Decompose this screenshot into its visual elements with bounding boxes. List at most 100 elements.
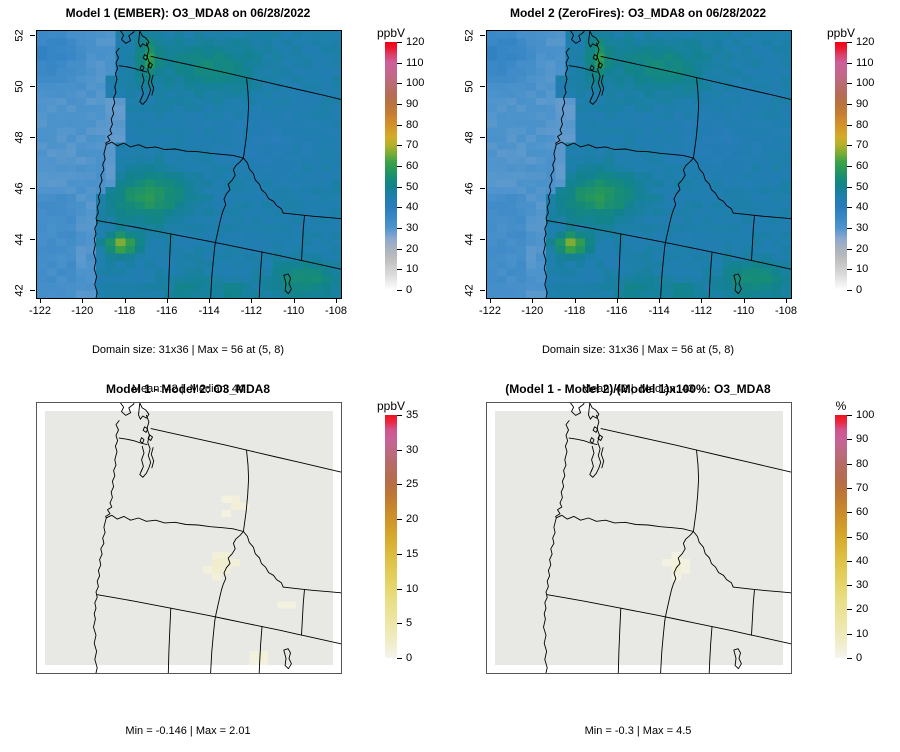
colorbar-tick <box>847 487 852 489</box>
x-axis-tick <box>743 298 745 303</box>
colorbar-tick-label: 50 <box>406 180 419 193</box>
y-axis-tick <box>30 290 35 291</box>
border-id-mt-border <box>692 157 734 214</box>
y-axis-tick <box>480 86 485 87</box>
border-wa-id-border <box>692 77 700 159</box>
colorbar-tick-label: 90 <box>406 98 419 110</box>
colorbar-tick-label: 120 <box>856 36 875 48</box>
map-plot-percent-difference <box>486 402 792 674</box>
y-axis-tick-label: 48 <box>13 131 26 144</box>
x-axis-tick <box>336 298 337 303</box>
x-axis-tick <box>574 298 576 303</box>
map-plot-difference <box>36 402 342 674</box>
colorbar-tick-label: 100 <box>406 77 425 90</box>
raster-layer <box>487 31 791 298</box>
colorbar-unit-label: % <box>835 399 847 413</box>
colorbar-tick-label: 70 <box>856 481 869 494</box>
colorbar-tick-label: 15 <box>406 547 419 560</box>
colorbar-unit-label: ppbV <box>376 399 406 413</box>
colorbar-tick <box>847 124 852 126</box>
colorbar-tick <box>847 62 852 64</box>
colorbar-tick-label: 110 <box>406 56 424 69</box>
panel-title: Model 2 (ZeroFires): O3_MDA8 on 06/28/20… <box>509 6 767 20</box>
border-puget-sound-2 <box>150 447 155 469</box>
border-or-id-border <box>664 531 694 622</box>
y-axis-tick <box>30 137 35 138</box>
colorbar-tick <box>397 519 402 521</box>
colorbar-tick-label: 60 <box>856 506 869 519</box>
colorbar-tick-label: 80 <box>856 118 869 131</box>
colorbar-tick <box>847 145 852 147</box>
colorbar-tick-label: 40 <box>856 201 869 214</box>
colorbar-tick <box>397 269 402 271</box>
colorbar-tick-label: 90 <box>856 98 869 110</box>
border-parallel-42 <box>96 594 341 645</box>
colorbar-tick <box>397 623 402 625</box>
border-hood-canal <box>140 445 145 473</box>
border-border-below-42-center <box>210 245 216 298</box>
border-vancouver-tip-1 <box>120 31 135 44</box>
colorbar-gradient <box>835 415 847 658</box>
colorbar-tick-label: 10 <box>406 582 419 595</box>
border-vancouver-tip-2 <box>588 403 600 420</box>
stats-min-max: Min = -0.3 | Max = 4.5 <box>584 725 692 737</box>
border-mt-wy-border <box>732 586 791 594</box>
colorbar-tick <box>847 207 852 209</box>
raster-layer <box>45 411 333 666</box>
colorbar-tick-label: 0 <box>406 284 413 296</box>
colorbar-tick <box>397 166 402 167</box>
colorbar-tick <box>847 439 852 441</box>
border-parallel-42 <box>546 594 791 645</box>
x-axis-tick <box>616 298 618 303</box>
border-border-below-42-center <box>210 620 216 673</box>
y-axis-tick-label: 52 <box>463 29 476 42</box>
border-island-3 <box>139 64 145 72</box>
x-axis-tick <box>786 298 787 303</box>
border-nv-ut-border <box>617 233 622 298</box>
colorbar-tick <box>397 186 402 188</box>
border-id-wy-border <box>301 589 305 636</box>
x-axis-tick <box>490 298 491 303</box>
border-id-mt-border <box>242 157 284 214</box>
colorbar-tick-label: 20 <box>406 513 419 526</box>
x-axis-tick-label: -108 <box>324 305 348 317</box>
y-axis-tick <box>30 86 35 87</box>
border-nv-ut-border <box>167 607 172 673</box>
state-borders-layer <box>93 403 341 673</box>
border-or-id-border <box>664 157 694 247</box>
x-axis-tick-label: -120 <box>71 305 94 317</box>
border-coast-main <box>543 420 570 673</box>
border-coast-main <box>93 420 120 673</box>
border-wa-or-border <box>555 141 694 159</box>
border-vancouver-tip-1 <box>120 403 135 416</box>
border-island-2 <box>147 62 153 69</box>
border-wa-id-border <box>242 77 250 159</box>
colorbar-tick-label: 10 <box>856 263 869 276</box>
colorbar-gradient <box>835 42 847 290</box>
colorbar-tick <box>847 633 852 635</box>
border-mt-wy-border <box>732 212 791 220</box>
colorbar-tick <box>847 83 852 85</box>
colorbar-tick-label: 60 <box>856 160 869 172</box>
x-axis-tick <box>293 298 295 303</box>
border-puget-sound-2 <box>600 74 605 96</box>
colorbar-tick-label: 0 <box>406 652 413 664</box>
x-axis-tick-label: -118 <box>563 305 586 317</box>
colorbar-model2: ppbV 0 10 20 30 40 50 60 70 80 90 100 110 120 <box>827 26 897 308</box>
border-island-3 <box>589 64 595 72</box>
border-wa-id-border <box>242 449 250 532</box>
x-axis-tick <box>209 298 211 303</box>
colorbar-gradient <box>385 415 397 658</box>
stats-domain-max: Domain size: 31x36 | Max = 56 at (5, 8) <box>91 344 285 356</box>
colorbar-tick <box>847 512 852 514</box>
colorbar-tick <box>397 449 402 451</box>
colorbar-tick-label: 20 <box>406 242 419 255</box>
border-ut-wy-border <box>708 251 713 298</box>
border-ut-wy-border <box>258 626 263 673</box>
x-axis-tick <box>166 298 168 303</box>
x-axis-tick-label: -116 <box>156 305 178 317</box>
x-axis-tick-label: -122 <box>28 305 52 317</box>
